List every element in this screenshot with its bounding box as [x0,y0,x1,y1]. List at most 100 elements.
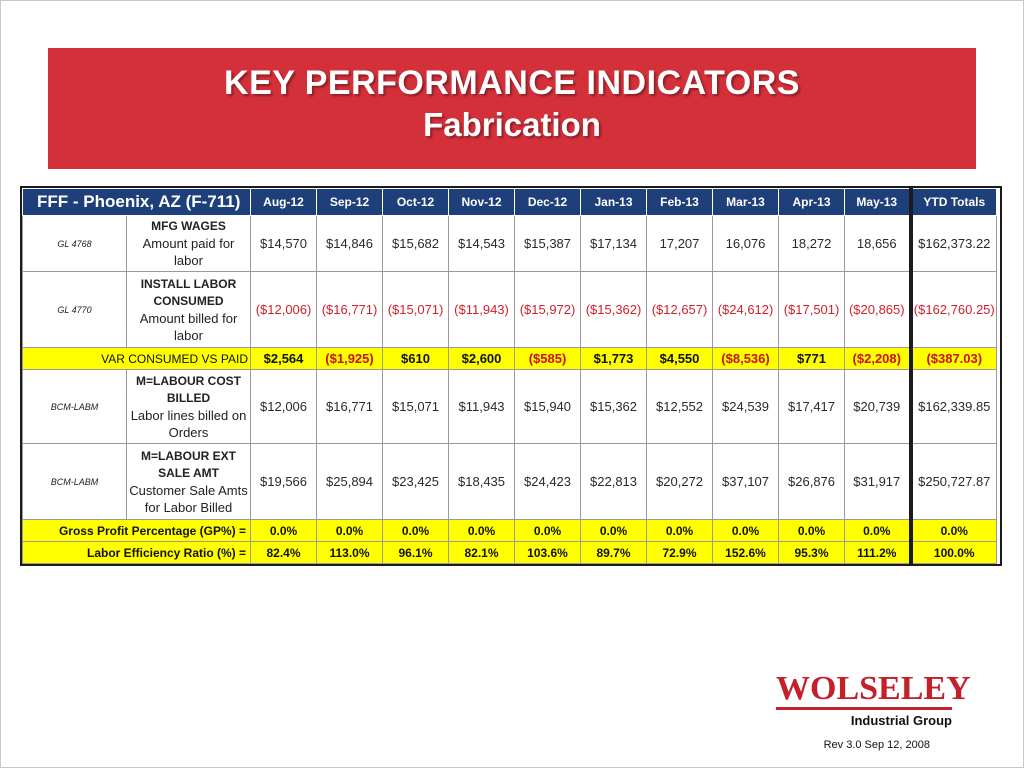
month-header: Mar-13 [712,188,780,216]
ytd-value: $162,373.22 [908,215,998,272]
month-value: $2,564 [250,347,318,370]
table-row: GL 4770 INSTALL LABOR CONSUMED Amount bill… [22,271,998,348]
table-row: BCM-LABM M=LABOUR EXT SALE AMT Customer Sa… [22,443,998,520]
account-code: BCM-LABM [22,369,127,444]
month-value: $26,876 [778,443,846,520]
ytd-value: ($162,760.25) [908,271,998,348]
month-value: ($11,943) [448,271,516,348]
month-value: ($16,771) [316,271,384,348]
month-value: $14,846 [316,215,384,272]
ytd-value: $250,727.87 [908,443,998,520]
month-value: ($15,362) [580,271,648,348]
page-title: KEY PERFORMANCE INDICATORS [224,64,800,102]
month-value: 152.6% [712,541,780,564]
month-value: $610 [382,347,450,370]
month-value: 82.4% [250,541,318,564]
month-value: $15,071 [382,369,450,444]
month-value: $15,387 [514,215,582,272]
month-value: $17,417 [778,369,846,444]
month-value: 95.3% [778,541,846,564]
month-value: $24,423 [514,443,582,520]
month-value: $2,600 [448,347,516,370]
month-value: 16,076 [712,215,780,272]
month-value: 18,272 [778,215,846,272]
month-value: 113.0% [316,541,384,564]
month-value: 0.0% [646,519,714,542]
table-row: Labor Efficiency Ratio (%) = 82.4% 113.0% 9… [21,541,998,564]
month-value: $4,550 [646,347,714,370]
logo-wordmark: WOLSELEY [776,670,971,707]
month-value: $12,006 [250,369,318,444]
ytd-value: 100.0% [908,541,998,564]
month-value: $19,566 [250,443,318,520]
month-header: Oct-12 [382,188,450,216]
month-value: ($585) [514,347,582,370]
month-value: 0.0% [778,519,846,542]
month-value: $12,552 [646,369,714,444]
row-heading: M=LABOUR COST BILLED [136,373,241,405]
row-label: Gross Profit Percentage (GP%) = [21,519,252,542]
row-description: M=LABOUR COST BILLED Labor lines billed o… [125,369,252,444]
month-value: ($1,925) [316,347,384,370]
month-value: ($12,006) [250,271,318,348]
ytd-header: YTD Totals [908,188,998,216]
month-value: $11,943 [448,369,516,444]
month-value: $771 [778,347,846,370]
row-label: Labor Efficiency Ratio (%) = [21,541,252,564]
month-value: 103.6% [514,541,582,564]
month-value: ($15,071) [382,271,450,348]
account-code: GL 4770 [22,271,127,348]
month-header: Apr-13 [778,188,846,216]
wolseley-logo: WOLSELEY Industrial Group [776,670,971,728]
month-value: $14,570 [250,215,318,272]
logo-underline [776,707,952,710]
month-value: 0.0% [250,519,318,542]
month-value: 18,656 [844,215,912,272]
row-heading: INSTALL LABOR CONSUMED [140,276,237,308]
month-value: ($8,536) [712,347,780,370]
row-detail: Labor lines billed on Orders [130,407,247,440]
month-value: $20,272 [646,443,714,520]
month-value: 0.0% [382,519,450,542]
month-value: 17,207 [646,215,714,272]
month-value: $15,682 [382,215,450,272]
month-header: May-13 [844,188,912,216]
month-value: $18,435 [448,443,516,520]
month-value: ($20,865) [844,271,912,348]
month-header: Sep-12 [316,188,384,216]
table-row: VAR CONSUMED VS PAID $2,564 ($1,925) $610 $2… [21,347,998,370]
row-detail: Amount paid for labor [142,236,235,268]
month-value: 72.9% [646,541,714,564]
month-value: $37,107 [712,443,780,520]
month-value: $25,894 [316,443,384,520]
month-value: $16,771 [316,369,384,444]
ytd-value: ($387.03) [908,347,998,370]
month-header: Jan-13 [580,188,648,216]
month-value: 0.0% [316,519,384,542]
logo-tagline: Industrial Group [850,713,952,728]
table-row: Gross Profit Percentage (GP%) = 0.0% 0.0% 0… [21,519,998,542]
account-code: BCM-LABM [22,443,127,520]
ytd-value: $162,339.85 [908,369,998,444]
month-header: Feb-13 [646,188,714,216]
table-row: BCM-LABM M=LABOUR COST BILLED Labor lines … [22,369,998,444]
month-value: ($2,208) [844,347,912,370]
row-description: M=LABOUR EXT SALE AMT Customer Sale Amts … [125,443,252,520]
month-value: $15,940 [514,369,582,444]
month-value: 0.0% [712,519,780,542]
month-value: $1,773 [580,347,648,370]
table-header-row: FFF - Phoenix, AZ (F-711) Aug-12 Sep-12 Oc… [21,188,998,216]
month-value: $14,543 [448,215,516,272]
row-description: INSTALL LABOR CONSUMED Amount billed for … [125,271,252,348]
month-value: 82.1% [448,541,516,564]
month-value: ($24,612) [712,271,780,348]
kpi-table-container: FFF - Phoenix, AZ (F-711) Aug-12 Sep-12 Oc… [20,186,1002,566]
month-value: 111.2% [844,541,912,564]
row-heading: MFG WAGES [151,219,226,233]
month-value: 0.0% [448,519,516,542]
row-heading: M=LABOUR EXT SALE AMT [141,448,237,480]
row-label: VAR CONSUMED VS PAID [21,347,252,370]
row-detail: Amount billed for labor [139,310,238,343]
title-banner: KEY PERFORMANCE INDICATORS Fabrication [48,48,976,169]
month-value: 89.7% [580,541,648,564]
